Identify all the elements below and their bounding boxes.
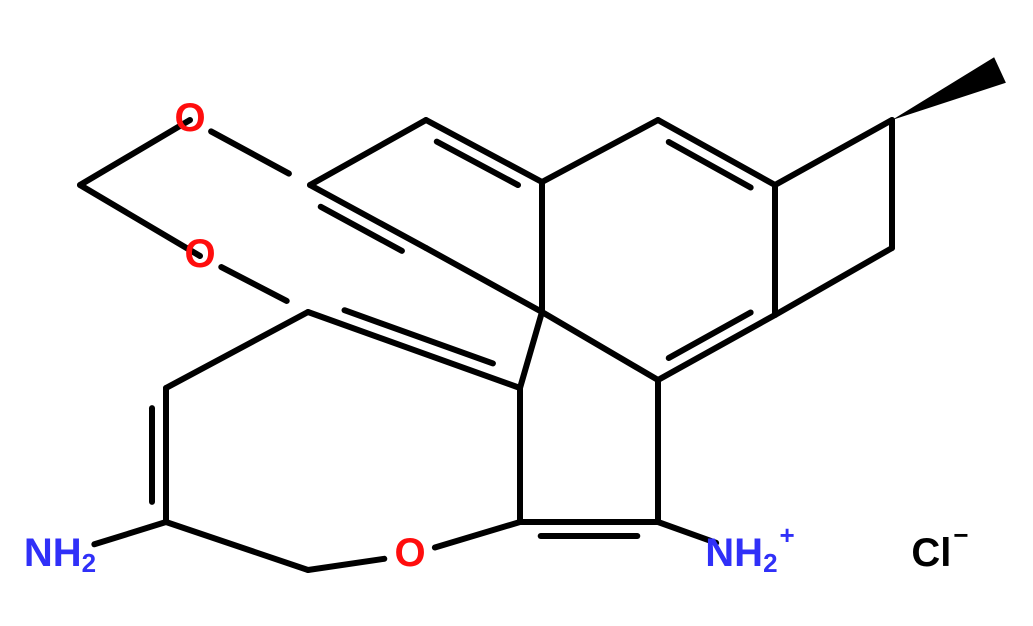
- svg-text:NH2: NH2: [24, 531, 96, 578]
- atom-O_bot: O: [394, 531, 425, 575]
- chemical-structure: O O O NH2 NH2+ Cl−: [0, 0, 1033, 626]
- svg-text:O: O: [184, 232, 215, 276]
- atom-NH2_right: NH2+: [705, 520, 794, 578]
- atom-O_mid: O: [184, 232, 215, 276]
- atom-NH2_left: NH2: [24, 531, 96, 578]
- atom-Cl: Cl−: [911, 520, 968, 575]
- svg-text:O: O: [394, 531, 425, 575]
- svg-text:NH2+: NH2+: [705, 520, 794, 578]
- svg-text:Cl−: Cl−: [911, 520, 968, 575]
- svg-text:O: O: [174, 96, 205, 140]
- atom-O_top: O: [174, 96, 205, 140]
